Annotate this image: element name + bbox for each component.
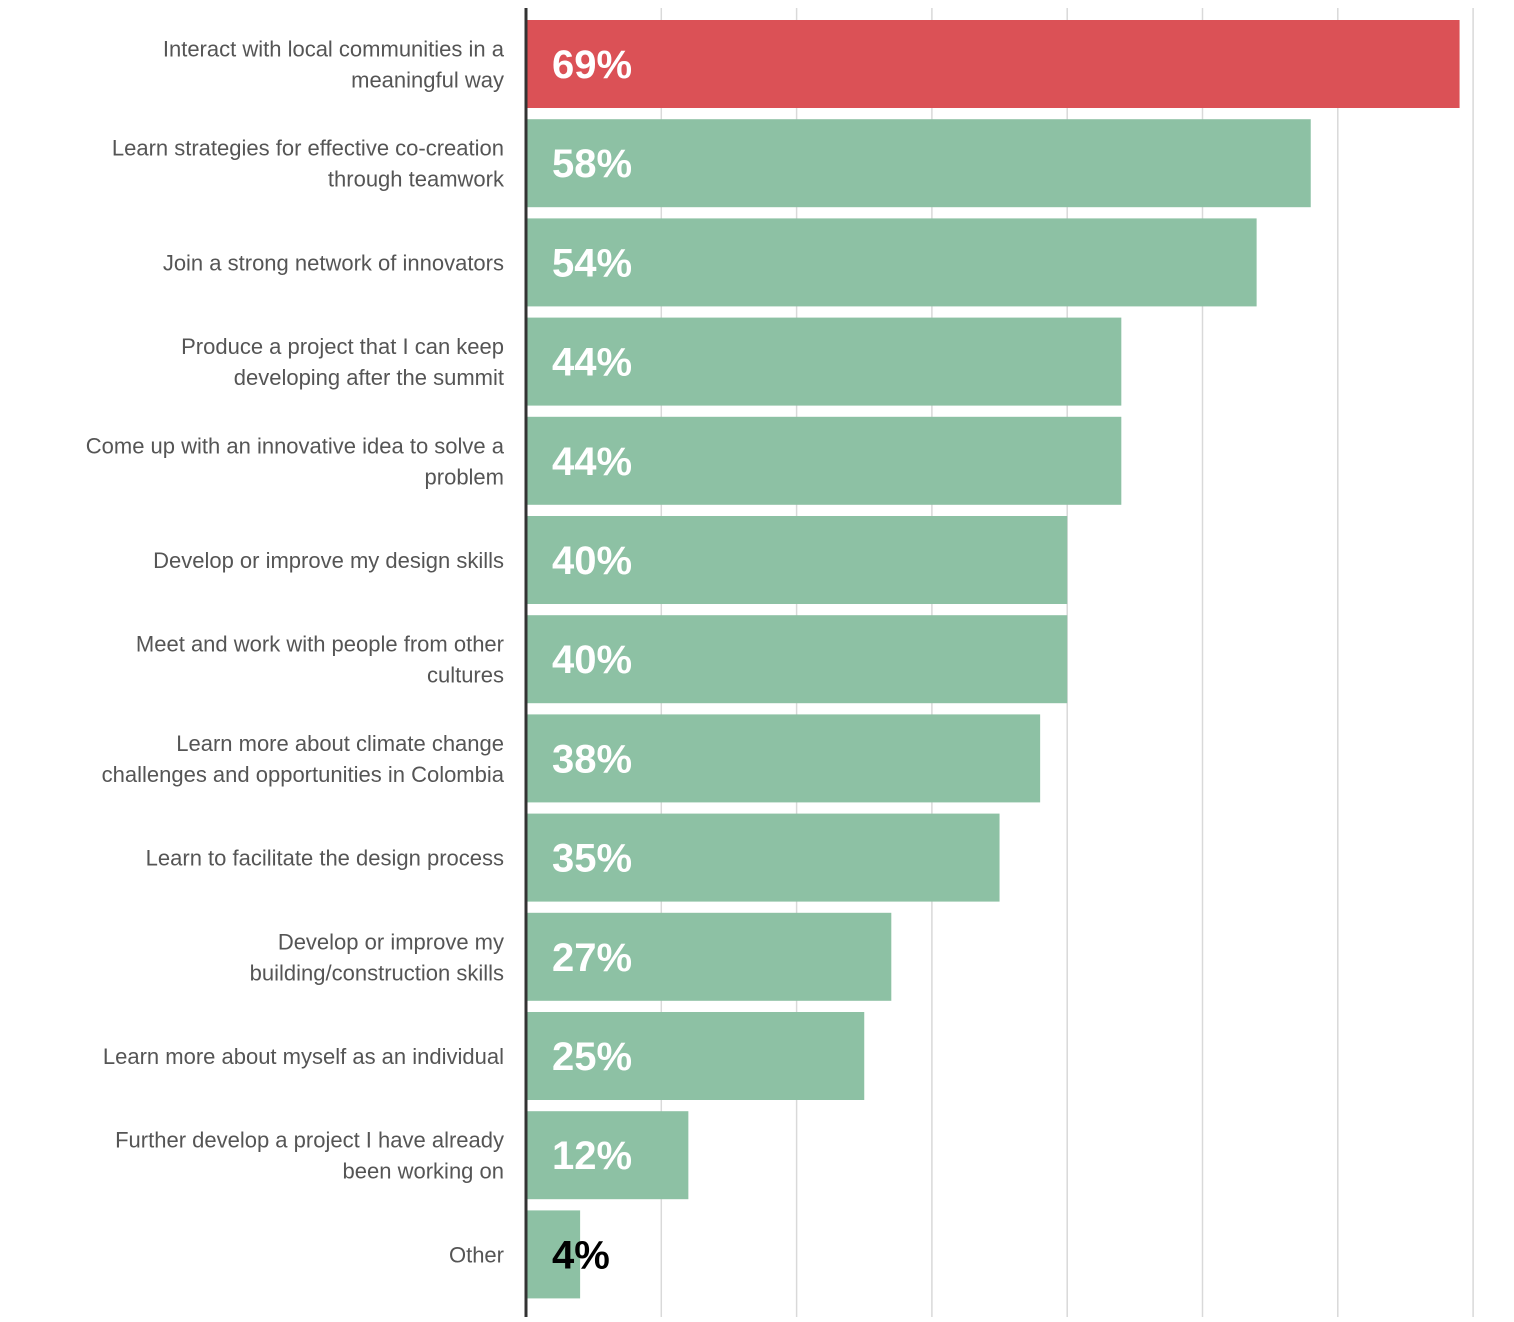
bar — [526, 317, 1122, 406]
category-label-line: problem — [425, 464, 504, 489]
value-label: 35% — [552, 837, 632, 881]
bar — [526, 20, 1460, 108]
value-label: 27% — [552, 936, 632, 980]
category-label: Learn to facilitate the design process — [146, 846, 504, 871]
category-label-line: developing after the summit — [234, 365, 504, 390]
category-label-line: meaningful way — [351, 68, 504, 93]
value-label: 54% — [552, 241, 632, 285]
bar — [526, 516, 1068, 604]
bar — [526, 218, 1257, 307]
value-label: 40% — [552, 638, 632, 682]
category-label-line: Develop or improve my — [278, 929, 504, 954]
category-label-line: Join a strong network of innovators — [163, 250, 504, 275]
category-label: Meet and work with people from other cult… — [136, 632, 504, 688]
category-label-line: through teamwork — [328, 167, 505, 192]
bar — [526, 119, 1311, 208]
bar — [526, 615, 1068, 704]
value-label: 58% — [552, 142, 632, 186]
category-label: Learn more about climate change challenge… — [102, 731, 505, 787]
category-label-line: Learn more about myself as an individual — [103, 1044, 504, 1069]
category-label-line: Come up with an innovative idea to solve… — [86, 433, 505, 458]
value-label: 40% — [552, 539, 632, 583]
category-label-line: challenges and opportunities in Colombia — [102, 762, 505, 787]
category-label-line: Interact with local communities in a — [163, 37, 505, 62]
value-label: 38% — [552, 737, 632, 781]
value-labels: 69% 58% 54% 44% 44% 40% 40% 38% 35% 27% 25% 12% 4% — [552, 43, 632, 1277]
bar — [526, 813, 1000, 902]
category-label: Join a strong network of innovators — [163, 250, 504, 275]
bar — [526, 714, 1041, 803]
category-label-line: Learn to facilitate the design process — [146, 846, 504, 871]
bar — [526, 1012, 865, 1100]
value-label: 44% — [552, 341, 632, 385]
category-label-line: Further develop a project I have already — [115, 1128, 504, 1153]
category-label-line: Other — [449, 1242, 504, 1267]
category-label: Produce a project that I can keep develop… — [181, 334, 504, 390]
category-labels: Interact with local communities in a mean… — [86, 37, 505, 1268]
value-label: 12% — [552, 1134, 632, 1178]
category-label: Learn strategies for effective co-creati… — [112, 136, 505, 192]
category-label-line: Meet and work with people from other — [136, 632, 504, 657]
category-label: Develop or improve my building/constructi… — [250, 929, 504, 985]
category-label-line: cultures — [427, 663, 504, 688]
category-label-line: building/construction skills — [250, 960, 504, 985]
value-label: 4% — [552, 1233, 610, 1277]
category-label: Learn more about myself as an individual — [103, 1044, 504, 1069]
bar — [526, 1210, 581, 1299]
value-label: 25% — [552, 1035, 632, 1079]
category-label: Other — [449, 1242, 504, 1267]
value-label: 44% — [552, 440, 632, 484]
bar — [526, 912, 892, 1001]
category-label: Develop or improve my design skills — [153, 548, 504, 573]
category-label: Further develop a project I have already… — [115, 1128, 504, 1184]
category-label-line: Learn more about climate change — [176, 731, 504, 756]
bar — [526, 416, 1122, 505]
category-label-line: Produce a project that I can keep — [181, 334, 504, 359]
category-label: Come up with an innovative idea to solve… — [86, 433, 505, 489]
category-label-line: been working on — [343, 1159, 504, 1184]
category-label-line: Develop or improve my design skills — [153, 548, 504, 573]
value-label: 69% — [552, 43, 632, 87]
bars — [526, 20, 1460, 1299]
bar — [526, 1111, 689, 1200]
category-label-line: Learn strategies for effective co-creati… — [112, 136, 504, 161]
category-label: Interact with local communities in a mean… — [163, 37, 505, 93]
